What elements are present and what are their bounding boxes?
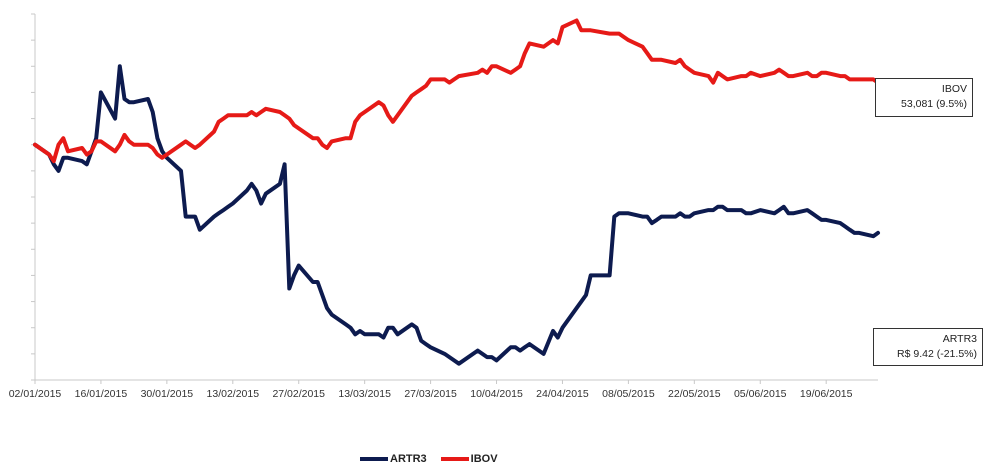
ibov-end-label: IBOV 53,081 (9.5%)	[875, 78, 973, 117]
artr3-end-label: ARTR3 R$ 9.42 (-21.5%)	[873, 328, 983, 366]
chart-legend: ARTR3 IBOV	[360, 453, 498, 465]
artr3-end-label-name: ARTR3	[942, 333, 977, 345]
x-tick-label: 08/05/2015	[602, 388, 655, 400]
x-tick-label: 30/01/2015	[141, 388, 194, 400]
ibov-end-label-value: 53,081 (9.5%)	[901, 98, 967, 110]
series-line-artr3	[33, 64, 880, 366]
ibov-end-label-name: IBOV	[941, 83, 967, 95]
x-tick-label: 27/03/2015	[404, 388, 457, 400]
series-layer	[33, 18, 880, 366]
x-tick-label: 13/02/2015	[207, 388, 260, 400]
x-tick-label: 16/01/2015	[75, 388, 128, 400]
series-line-ibov	[33, 18, 880, 164]
legend-label-ibov: IBOV	[470, 453, 498, 465]
legend-label-artr3: ARTR3	[390, 453, 427, 465]
x-tick-label: 10/04/2015	[470, 388, 523, 400]
x-tick-label: 02/01/2015	[9, 388, 62, 400]
chart-axes	[31, 13, 878, 381]
x-tick-label: 27/02/2015	[272, 388, 325, 400]
legend-item-ibov: IBOV	[440, 453, 498, 465]
x-tick-label: 24/04/2015	[536, 388, 589, 400]
legend-swatch-ibov	[440, 457, 469, 461]
x-tick-label: 13/03/2015	[338, 388, 391, 400]
x-tick-label: 05/06/2015	[734, 388, 787, 400]
legend-item-artr3: ARTR3	[360, 453, 427, 465]
x-tick-label: 22/05/2015	[668, 388, 721, 400]
legend-swatch-artr3	[360, 457, 388, 461]
x-tick-labels: 02/01/2015 16/01/2015 30/01/2015 13/02/2015…	[9, 380, 853, 400]
x-tick-label: 19/06/2015	[800, 388, 853, 400]
artr3-end-label-value: R$ 9.42 (-21.5%)	[897, 348, 977, 360]
